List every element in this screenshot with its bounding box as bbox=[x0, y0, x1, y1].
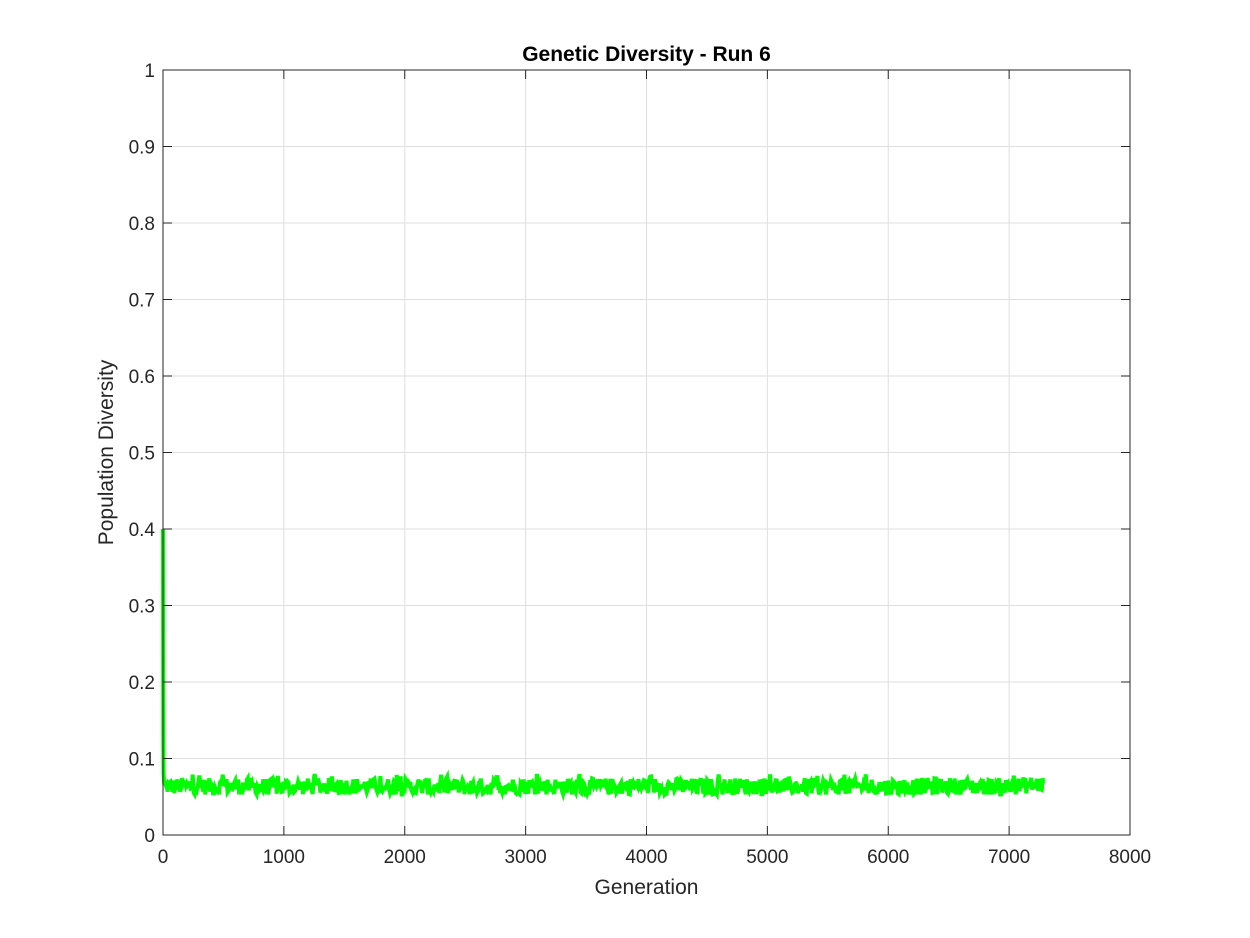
y-tick-label: 0.4 bbox=[129, 520, 156, 541]
y-tick-label: 0.3 bbox=[129, 597, 155, 618]
y-tick-label: 0.5 bbox=[129, 444, 155, 465]
diversity-series-line bbox=[161, 528, 1045, 802]
x-tick-label: 8000 bbox=[1109, 847, 1151, 868]
x-tick-label: 2000 bbox=[384, 847, 426, 868]
y-tick-label: 0.8 bbox=[129, 214, 155, 235]
grid-lines bbox=[163, 70, 1130, 835]
x-tick-label: 4000 bbox=[625, 847, 667, 868]
y-tick-label: 0.7 bbox=[129, 291, 155, 312]
x-tick-label: 6000 bbox=[867, 847, 909, 868]
x-tick-label: 7000 bbox=[988, 847, 1030, 868]
y-tick-label: 0.9 bbox=[129, 138, 155, 159]
chart-title: Genetic Diversity - Run 6 bbox=[522, 43, 771, 66]
y-tick-label: 0 bbox=[144, 826, 155, 847]
y-tick-label: 0.2 bbox=[129, 673, 155, 694]
y-tick-label: 1 bbox=[144, 61, 155, 82]
y-tick-label: 0.6 bbox=[129, 367, 155, 388]
x-tick-label: 3000 bbox=[504, 847, 546, 868]
x-axis-label: Generation bbox=[595, 876, 699, 899]
x-tick-label: 0 bbox=[158, 847, 169, 868]
y-tick-label: 0.1 bbox=[129, 750, 155, 771]
x-tick-label: 5000 bbox=[746, 847, 788, 868]
y-axis-label: Population Diversity bbox=[95, 359, 118, 545]
series-layer bbox=[161, 528, 1045, 802]
x-tick-label: 1000 bbox=[263, 847, 305, 868]
axis-ticks: 0 1000 2000 3000 4000 5000 6000 7000 8000 0 0.1 0.2… bbox=[129, 61, 1152, 868]
